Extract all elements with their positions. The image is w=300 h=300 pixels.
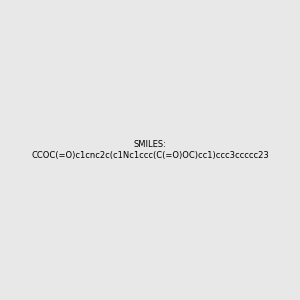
Text: SMILES:
CCOC(=O)c1cnc2c(c1Nc1ccc(C(=O)OC)cc1)ccc3ccccc23: SMILES: CCOC(=O)c1cnc2c(c1Nc1ccc(C(=O)OC… [31,140,269,160]
